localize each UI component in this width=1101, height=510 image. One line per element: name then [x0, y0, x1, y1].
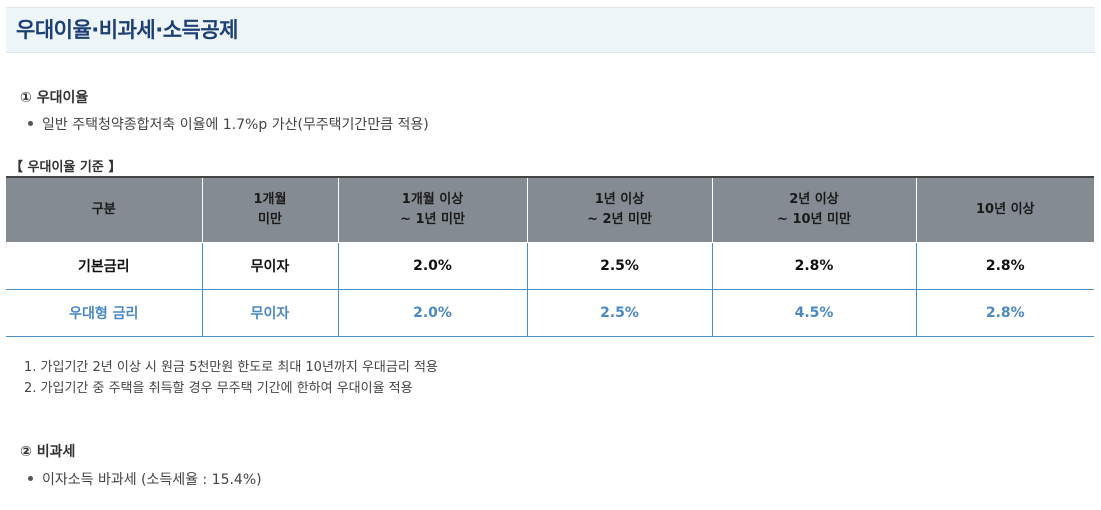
- rate-table: 구분 1개월 미만 1개월 이상 ~ 1년 미만 1년 이상 ~ 2년 미만 2년 이…: [6, 176, 1094, 337]
- table-cell: 2.5%: [526, 242, 713, 290]
- note-2: 2. 가입기간 중 주택을 취득할 경우 무주택 기간에 한하여 우대이율 적용: [24, 381, 413, 396]
- table-row-base-rate: 기본금리 무이자 2.0% 2.5% 2.8% 2.8%: [6, 242, 1094, 290]
- bullet-preferential-rate: 일반 주택청약종합저축 이율에 1.7%p 가산(무주택기간만큼 적용): [28, 114, 429, 134]
- bullet-text: 이자소득 바과세 (소득세율 : 15.4%): [42, 472, 262, 488]
- section-heading-preferential-rate: ① 우대이율: [20, 90, 89, 106]
- table-caption: 【 우대이율 기준 】: [10, 160, 122, 175]
- bullet-tax-exempt: 이자소득 바과세 (소득세율 : 15.4%): [28, 469, 262, 489]
- table-cell: 2.5%: [526, 289, 713, 337]
- bullet-dot-icon: [28, 120, 33, 126]
- bullet-dot-icon: [28, 475, 33, 481]
- table-cell: 무이자: [201, 242, 339, 290]
- table-cell: 2.8%: [711, 242, 917, 290]
- header-1month-1year: 1개월 이상 ~ 1년 미만: [337, 176, 528, 243]
- table-cell: 2.0%: [337, 242, 528, 290]
- table-cell: 2.0%: [337, 289, 528, 337]
- table-row-preferred-rate: 우대형 금리 무이자 2.0% 2.5% 4.5% 2.8%: [6, 289, 1094, 337]
- table-header-row: 구분 1개월 미만 1개월 이상 ~ 1년 미만 1년 이상 ~ 2년 미만 2년 이…: [6, 176, 1094, 243]
- header-over-10year: 10년 이상: [915, 176, 1094, 243]
- bullet-text: 일반 주택청약종합저축 이율에 1.7%p 가산(무주택기간만큼 적용): [42, 117, 429, 133]
- title-bar: 우대이율·비과세·소득공제: [6, 7, 1095, 53]
- table-cell: 무이자: [201, 289, 339, 337]
- table-cell: 4.5%: [711, 289, 917, 337]
- note-1: 1. 가입기간 2년 이상 시 원금 5천만원 한도로 최대 10년까지 우대금…: [24, 360, 438, 375]
- header-category: 구분: [6, 176, 203, 243]
- header-2year-10year: 2년 이상 ~ 10년 미만: [711, 176, 917, 243]
- table-cell: 우대형 금리: [6, 289, 203, 337]
- table-cell: 2.8%: [915, 242, 1094, 290]
- page-title: 우대이율·비과세·소득공제: [16, 18, 238, 42]
- table-cell: 기본금리: [6, 242, 203, 290]
- table-cell: 2.8%: [915, 289, 1094, 337]
- header-1year-2year: 1년 이상 ~ 2년 미만: [526, 176, 713, 243]
- header-under-1month: 1개월 미만: [201, 176, 339, 243]
- section-heading-tax-exempt: ② 비과세: [20, 444, 76, 460]
